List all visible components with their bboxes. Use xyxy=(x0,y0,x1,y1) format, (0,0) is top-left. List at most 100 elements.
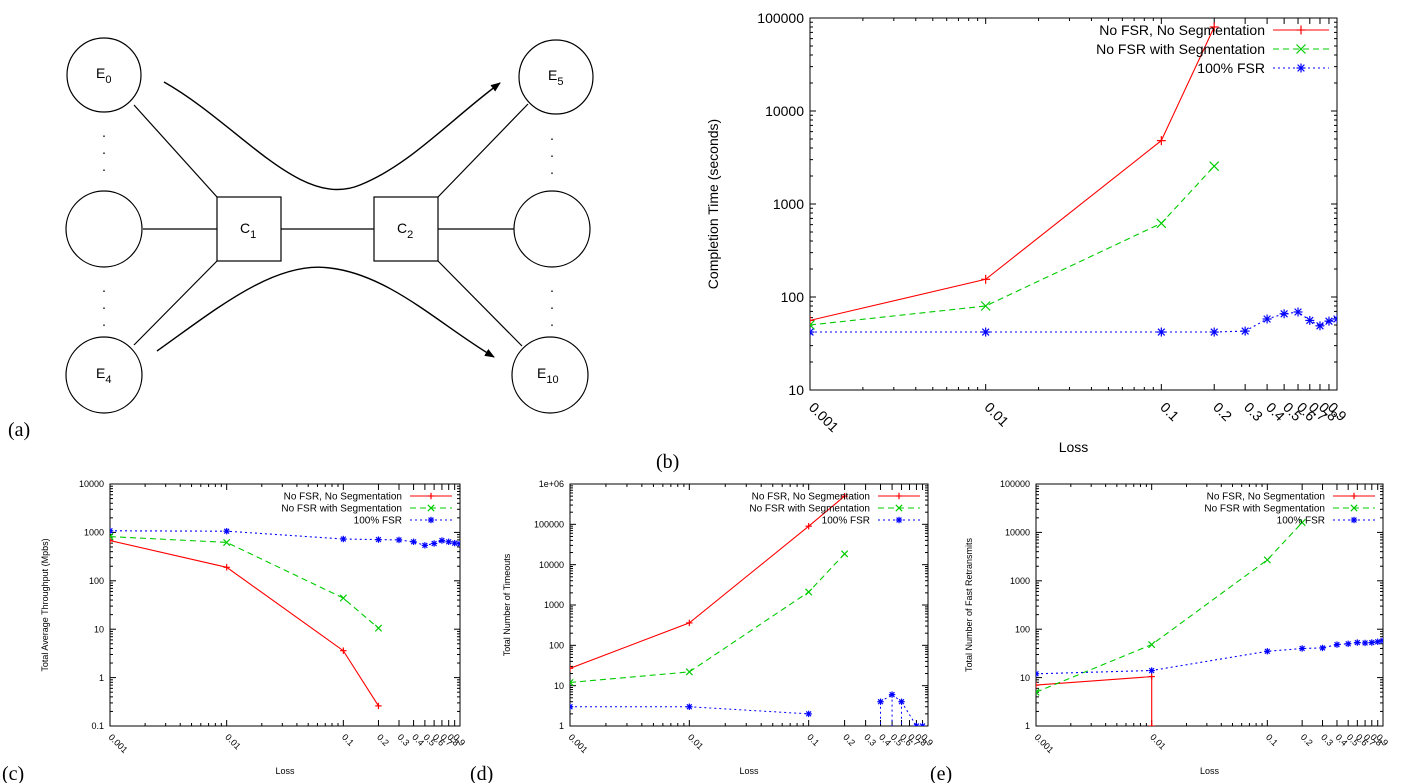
node-right-middle xyxy=(513,190,591,268)
y-tick-label: 100000 xyxy=(1000,479,1030,489)
y-tick-label: 1 xyxy=(1025,721,1030,731)
data-point-b xyxy=(570,678,574,684)
y-tick-label: 1 xyxy=(99,673,104,683)
data-point-b xyxy=(1156,218,1167,229)
svg-text:.: . xyxy=(550,298,554,313)
data-point-a xyxy=(570,681,574,687)
panel-label-d: (d) xyxy=(470,763,493,783)
node-e5 xyxy=(518,39,594,115)
data-point-b xyxy=(431,540,437,547)
plot-frame xyxy=(109,483,461,727)
y-tick-label: 100 xyxy=(781,289,805,305)
y-tick-label: 10000 xyxy=(1005,528,1030,538)
data-point-b xyxy=(1299,645,1305,652)
data-point-b xyxy=(810,320,815,326)
data-point-b xyxy=(375,536,382,543)
data-point-a xyxy=(1333,315,1337,320)
legend-label: No FSR with Segmentation xyxy=(1096,41,1265,57)
data-point-b xyxy=(1210,328,1219,336)
data-point-b xyxy=(223,528,230,534)
data-point-b xyxy=(1380,639,1383,644)
data-point-b xyxy=(223,538,231,547)
x-tick-label: 0.001 xyxy=(1033,732,1056,755)
data-point-b xyxy=(1263,315,1271,323)
svg-text:.: . xyxy=(550,315,554,330)
node-e5-label: E5 xyxy=(548,67,563,88)
timeouts-chart: 1 10 100 1000 10000 100000 1e+06 0.001 0.01 0.1 0.… xyxy=(502,479,935,776)
y-tick-label: 10000 xyxy=(765,103,804,119)
legend-marker-b xyxy=(1351,517,1357,523)
x-tick-label: 0.001 xyxy=(567,732,590,755)
y-tick-label: 100 xyxy=(1015,624,1030,634)
data-point-a xyxy=(810,331,814,336)
series-2 xyxy=(1036,637,1383,677)
svg-text:.: . xyxy=(550,129,554,144)
node-e4-label: E4 xyxy=(96,365,111,386)
series-1 xyxy=(570,550,849,687)
data-point-b xyxy=(1298,518,1306,527)
series-0 xyxy=(570,492,848,672)
data-point-b xyxy=(340,536,347,542)
legend-label: 100% FSR xyxy=(1277,516,1325,527)
x-tick-label: 0.001 xyxy=(806,399,842,435)
data-point-b xyxy=(1280,309,1288,318)
data-point-b xyxy=(422,542,428,549)
legend-label: No FSR, No Segmentation xyxy=(752,492,870,503)
data-point-b xyxy=(374,624,383,632)
y-tick-label: 100000 xyxy=(534,519,564,529)
data-point-b xyxy=(1345,640,1352,647)
x-axis-label: Loss xyxy=(275,766,295,776)
series-2 xyxy=(810,307,1337,337)
y-tick-label: 1 xyxy=(559,721,564,731)
node-e0-label: E0 xyxy=(96,65,111,86)
link-c2-e10 xyxy=(437,260,523,347)
data-point-b xyxy=(439,537,445,544)
data-point-b xyxy=(805,711,812,717)
ellipsis-left-bottom: . . . xyxy=(102,281,106,330)
y-axis-label: Total Average Throughput (Mpbs) xyxy=(40,538,50,671)
data-point-b xyxy=(1333,318,1337,323)
series-line xyxy=(570,553,846,684)
x-tick-label: 0.1 xyxy=(1264,732,1280,748)
y-tick-label: 1000 xyxy=(84,528,104,538)
ellipsis-right-bottom: . . . xyxy=(550,281,554,330)
data-point-b xyxy=(396,537,402,543)
link-c2-e5 xyxy=(437,103,529,198)
y-tick-label: 100 xyxy=(549,640,564,650)
series-line xyxy=(810,165,1215,326)
data-point-b xyxy=(889,691,895,698)
data-point-b xyxy=(457,543,460,547)
data-point-b xyxy=(805,588,813,596)
y-tick-label: 10 xyxy=(94,624,104,634)
data-point-b xyxy=(110,532,114,538)
x-tick-label: 0.2 xyxy=(841,732,857,748)
legend-label: No FSR, No Segmentation xyxy=(284,492,402,503)
x-tick-label: 0.2 xyxy=(375,732,391,748)
data-point-b xyxy=(1036,670,1039,675)
data-point-b xyxy=(339,594,347,602)
plot-frame xyxy=(569,483,929,727)
y-tick-label: 1e+06 xyxy=(539,479,564,489)
x-tick-label: 0.3 xyxy=(1241,399,1266,424)
data-point-b xyxy=(445,538,452,545)
y-tick-label: 100 xyxy=(89,576,104,586)
data-point-a xyxy=(1036,672,1039,677)
series-line xyxy=(570,495,845,669)
x-axis-label: Loss xyxy=(1059,439,1089,455)
data-point-b xyxy=(921,723,926,726)
legend-label: No FSR with Segmentation xyxy=(1204,504,1325,515)
router-c1-label: C1 xyxy=(240,220,256,241)
data-point-b xyxy=(898,698,905,705)
series-line xyxy=(1036,676,1153,726)
x-tick-label: 0.3 xyxy=(1319,732,1335,748)
y-tick-label: 10000 xyxy=(539,560,564,570)
plot-frame xyxy=(1035,483,1384,727)
legend-marker-b xyxy=(896,517,902,523)
link-e4-c1 xyxy=(133,260,218,346)
data-point-a xyxy=(1380,637,1383,642)
y-tick-label: 10000 xyxy=(79,479,104,489)
series-line xyxy=(110,539,379,707)
